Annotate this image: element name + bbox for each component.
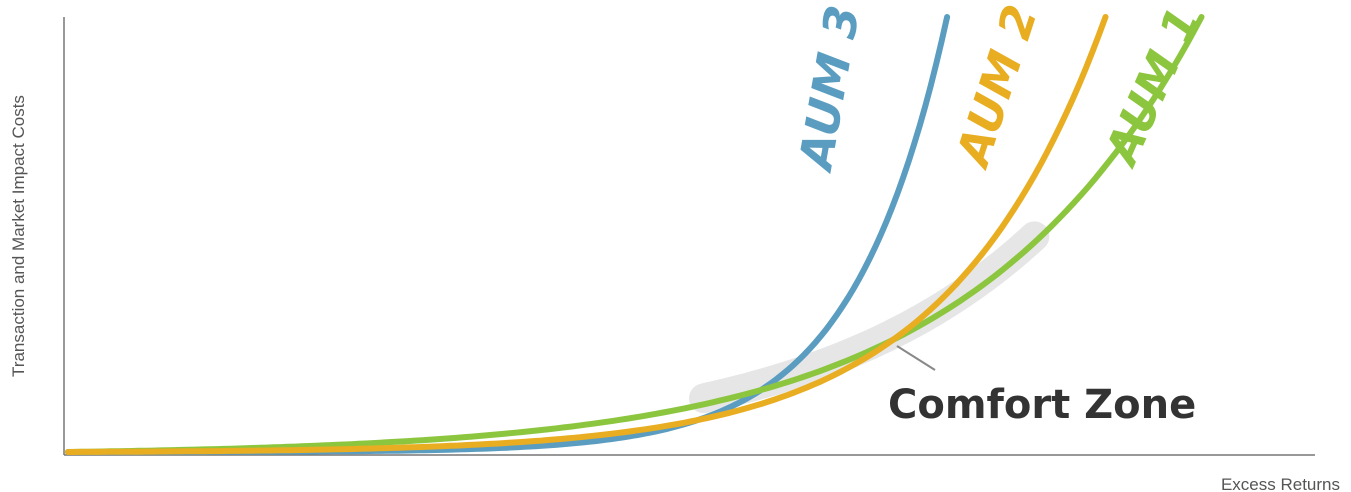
- y-axis-title: Transaction and Market Impact Costs: [9, 95, 28, 377]
- comfort-zone-highlight: [689, 221, 1050, 414]
- series-label-aum-2: AUM 2: [945, 0, 1048, 175]
- series-line-aum-2: [65, 14, 1109, 455]
- comfort-zone-pointer: [896, 345, 936, 371]
- comfort-zone-label: Comfort Zone: [888, 382, 1196, 428]
- series-label-aum-3: AUM 3: [788, 1, 870, 176]
- x-axis-title: Excess Returns: [1221, 475, 1340, 492]
- series-label-aum-1: AUM 1: [1093, 0, 1211, 174]
